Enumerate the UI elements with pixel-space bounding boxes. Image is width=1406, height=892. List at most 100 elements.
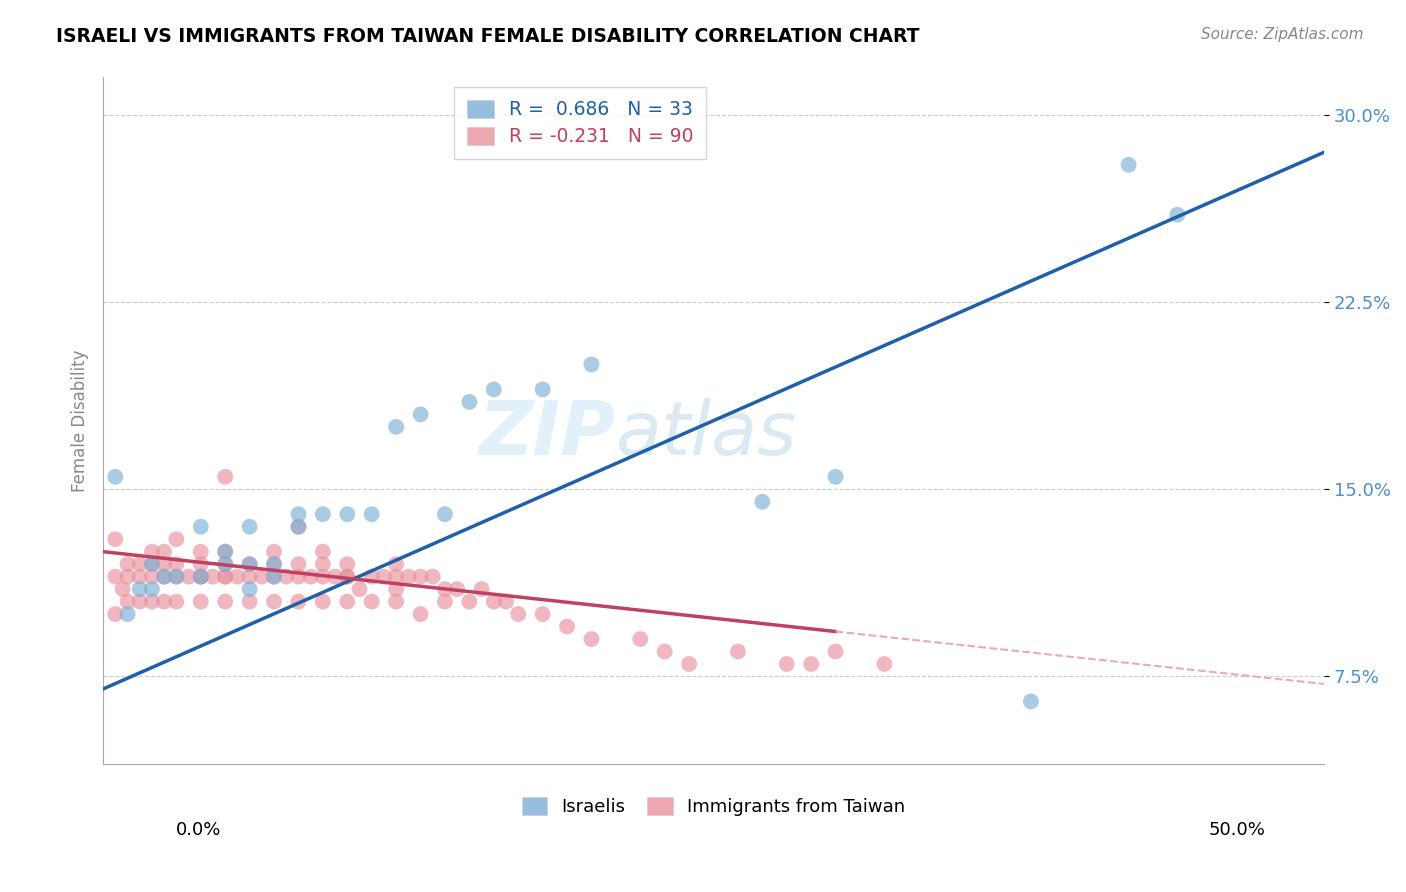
Point	[190, 557, 212, 571]
Point	[360, 569, 382, 583]
Point	[409, 569, 432, 583]
Point	[555, 619, 578, 633]
Point	[165, 557, 187, 571]
Point	[385, 582, 408, 596]
Point	[117, 594, 139, 608]
Point	[276, 569, 298, 583]
Point	[385, 557, 408, 571]
Text: Source: ZipAtlas.com: Source: ZipAtlas.com	[1201, 27, 1364, 42]
Point	[1118, 158, 1140, 172]
Point	[128, 569, 150, 583]
Point	[1019, 694, 1042, 708]
Point	[287, 569, 309, 583]
Point	[250, 569, 273, 583]
Point	[153, 569, 176, 583]
Point	[141, 582, 163, 596]
Point	[409, 607, 432, 621]
Point	[263, 557, 285, 571]
Point	[104, 532, 127, 546]
Point	[349, 582, 371, 596]
Point	[190, 569, 212, 583]
Point	[336, 594, 359, 608]
Point	[531, 607, 554, 621]
Point	[824, 470, 846, 484]
Point	[141, 557, 163, 571]
Point	[214, 470, 236, 484]
Point	[190, 569, 212, 583]
Point	[153, 544, 176, 558]
Point	[312, 507, 335, 521]
Point	[263, 557, 285, 571]
Point	[287, 519, 309, 533]
Point	[141, 557, 163, 571]
Point	[287, 507, 309, 521]
Y-axis label: Female Disability: Female Disability	[72, 350, 89, 491]
Point	[190, 519, 212, 533]
Point	[458, 395, 481, 409]
Point	[776, 657, 799, 671]
Point	[214, 544, 236, 558]
Point	[117, 569, 139, 583]
Point	[385, 569, 408, 583]
Point	[287, 557, 309, 571]
Point	[727, 644, 749, 658]
Point	[214, 569, 236, 583]
Point	[141, 569, 163, 583]
Point	[214, 557, 236, 571]
Point	[117, 557, 139, 571]
Point	[654, 644, 676, 658]
Point	[111, 582, 134, 596]
Text: atlas: atlas	[616, 399, 797, 470]
Point	[433, 594, 456, 608]
Point	[824, 644, 846, 658]
Point	[239, 594, 262, 608]
Point	[508, 607, 530, 621]
Point	[239, 557, 262, 571]
Point	[201, 569, 224, 583]
Point	[323, 569, 346, 583]
Point	[263, 569, 285, 583]
Point	[360, 594, 382, 608]
Point	[153, 594, 176, 608]
Point	[581, 358, 603, 372]
Point	[336, 557, 359, 571]
Point	[165, 569, 187, 583]
Point	[165, 532, 187, 546]
Point	[336, 569, 359, 583]
Point	[214, 594, 236, 608]
Point	[128, 594, 150, 608]
Point	[128, 582, 150, 596]
Point	[1166, 208, 1188, 222]
Point	[239, 519, 262, 533]
Point	[141, 594, 163, 608]
Point	[422, 569, 444, 583]
Point	[214, 557, 236, 571]
Point	[396, 569, 419, 583]
Point	[495, 594, 517, 608]
Point	[239, 582, 262, 596]
Point	[312, 569, 335, 583]
Point	[153, 569, 176, 583]
Point	[312, 557, 335, 571]
Point	[751, 494, 773, 508]
Point	[226, 569, 249, 583]
Point	[299, 569, 322, 583]
Point	[141, 544, 163, 558]
Point	[190, 594, 212, 608]
Point	[165, 594, 187, 608]
Point	[336, 569, 359, 583]
Point	[190, 569, 212, 583]
Legend: Israelis, Immigrants from Taiwan: Israelis, Immigrants from Taiwan	[515, 790, 912, 823]
Text: ISRAELI VS IMMIGRANTS FROM TAIWAN FEMALE DISABILITY CORRELATION CHART: ISRAELI VS IMMIGRANTS FROM TAIWAN FEMALE…	[56, 27, 920, 45]
Point	[482, 594, 505, 608]
Point	[263, 594, 285, 608]
Point	[385, 420, 408, 434]
Point	[873, 657, 896, 671]
Point	[385, 594, 408, 608]
Point	[581, 632, 603, 646]
Point	[263, 544, 285, 558]
Text: 0.0%: 0.0%	[176, 821, 221, 838]
Point	[409, 408, 432, 422]
Point	[177, 569, 200, 583]
Point	[239, 569, 262, 583]
